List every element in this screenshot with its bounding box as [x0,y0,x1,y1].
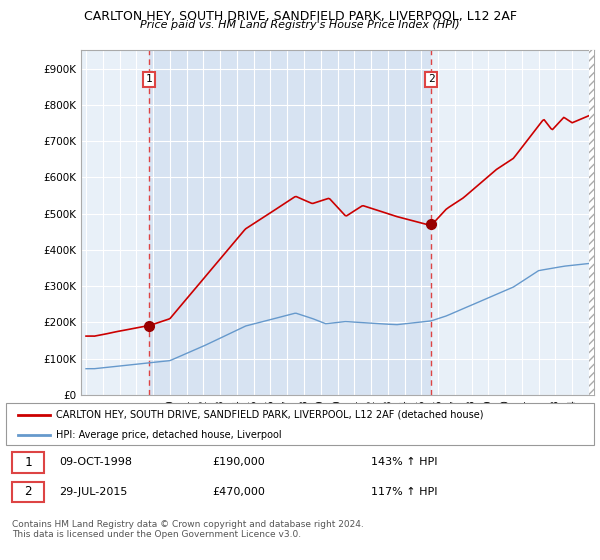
FancyBboxPatch shape [12,482,44,502]
Text: 1: 1 [146,74,152,85]
Text: 143% ↑ HPI: 143% ↑ HPI [371,458,437,468]
Text: £190,000: £190,000 [212,458,265,468]
Text: 2: 2 [24,486,32,498]
FancyBboxPatch shape [12,452,44,473]
Bar [149,50,431,395]
Bar [589,50,594,395]
Text: 29-JUL-2015: 29-JUL-2015 [59,487,127,497]
Text: Contains HM Land Registry data © Crown copyright and database right 2024.
This d: Contains HM Land Registry data © Crown c… [12,520,364,539]
Text: HPI: Average price, detached house, Liverpool: HPI: Average price, detached house, Live… [56,430,281,440]
Text: 2: 2 [428,74,434,85]
Text: CARLTON HEY, SOUTH DRIVE, SANDFIELD PARK, LIVERPOOL, L12 2AF (detached house): CARLTON HEY, SOUTH DRIVE, SANDFIELD PARK… [56,410,484,420]
Text: CARLTON HEY, SOUTH DRIVE, SANDFIELD PARK, LIVERPOOL, L12 2AF: CARLTON HEY, SOUTH DRIVE, SANDFIELD PARK… [83,10,517,23]
Text: 1: 1 [24,456,32,469]
Text: £470,000: £470,000 [212,487,265,497]
FancyBboxPatch shape [6,403,594,445]
Text: Price paid vs. HM Land Registry's House Price Index (HPI): Price paid vs. HM Land Registry's House … [140,20,460,30]
Text: 09-OCT-1998: 09-OCT-1998 [59,458,132,468]
Text: 117% ↑ HPI: 117% ↑ HPI [371,487,437,497]
